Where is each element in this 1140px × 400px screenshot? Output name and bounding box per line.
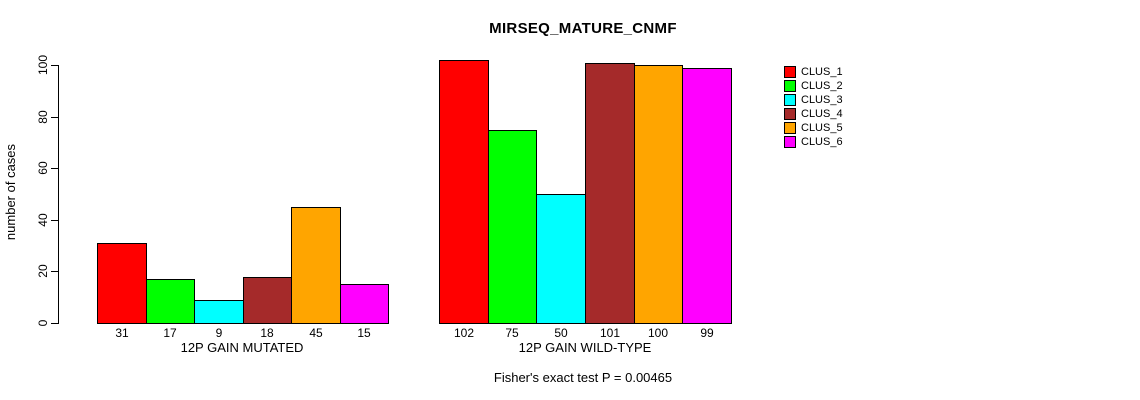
bar-value-label: 17: [163, 326, 177, 340]
bar-clus_5: [634, 65, 683, 324]
y-tick: [51, 271, 59, 272]
legend-swatch: [784, 108, 796, 120]
y-tick-label: 0: [36, 319, 50, 327]
bar-clus_4: [243, 277, 292, 324]
bar-value-label: 102: [453, 326, 475, 340]
y-tick-label: 20: [36, 264, 50, 278]
bar-value-label: 45: [309, 326, 323, 340]
legend-swatch: [784, 122, 796, 134]
group-label: 12P GAIN MUTATED: [180, 340, 304, 355]
legend-swatch: [784, 80, 796, 92]
bar-clus_1: [439, 60, 489, 324]
bar-value-label: 100: [647, 326, 669, 340]
y-axis-line: [58, 65, 59, 324]
bar-clus_6: [340, 284, 389, 324]
legend-label: CLUS_4: [801, 108, 843, 120]
y-tick-label: 100: [36, 54, 50, 76]
y-tick: [51, 168, 59, 169]
bar-clus_6: [682, 68, 732, 324]
bar-clus_2: [488, 130, 537, 324]
bar-clus_4: [585, 63, 635, 324]
bar-value-label: 31: [115, 326, 129, 340]
y-tick-label: 40: [36, 213, 50, 227]
bar-value-label: 18: [260, 326, 274, 340]
bar-value-label: 99: [700, 326, 714, 340]
y-tick: [51, 220, 59, 221]
chart-title: MIRSEQ_MATURE_CNMF: [489, 20, 677, 37]
group-label: 12P GAIN WILD-TYPE: [518, 340, 652, 355]
legend-swatch: [784, 94, 796, 106]
bar-clus_3: [536, 194, 586, 324]
legend-label: CLUS_5: [801, 122, 843, 134]
bar-value-label: 75: [505, 326, 519, 340]
bar-value-label: 15: [357, 326, 371, 340]
bar-clus_5: [291, 207, 341, 324]
bar-value-label: 101: [599, 326, 621, 340]
legend-label: CLUS_1: [801, 66, 843, 78]
bar-clus_1: [97, 243, 147, 324]
y-tick: [51, 323, 59, 324]
y-tick-label: 60: [36, 161, 50, 175]
y-tick: [51, 65, 59, 66]
y-tick-label: 80: [36, 110, 50, 124]
legend-swatch: [784, 136, 796, 148]
y-axis-label: number of cases: [3, 143, 18, 241]
legend-label: CLUS_3: [801, 94, 843, 106]
bar-value-label: 50: [554, 326, 568, 340]
bar-clus_2: [146, 279, 195, 324]
bar-clus_3: [194, 300, 244, 324]
y-tick: [51, 117, 59, 118]
legend-swatch: [784, 66, 796, 78]
legend-label: CLUS_6: [801, 136, 843, 148]
legend-label: CLUS_2: [801, 80, 843, 92]
bar-value-label: 9: [215, 326, 223, 340]
annotation-text: Fisher's exact test P = 0.00465: [493, 370, 673, 385]
